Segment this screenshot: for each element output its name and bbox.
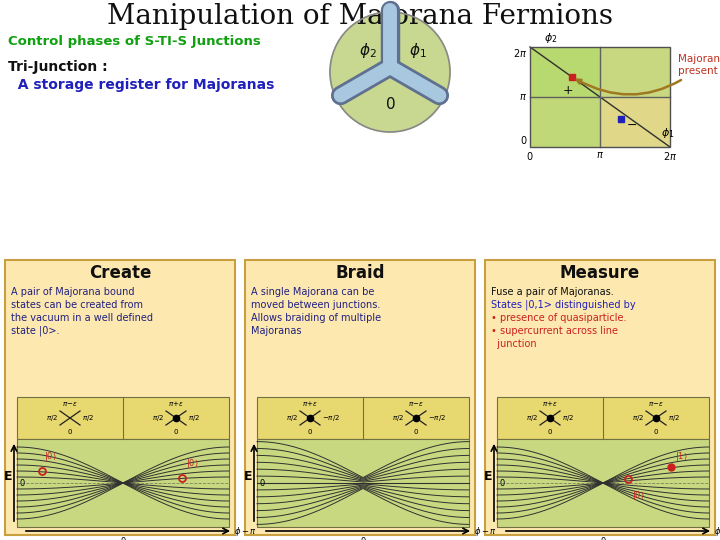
Bar <box>530 47 670 147</box>
Text: A single Majorana can be: A single Majorana can be <box>251 287 374 297</box>
Text: Braid: Braid <box>336 264 384 282</box>
Text: $|0\rangle$: $|0\rangle$ <box>186 457 199 470</box>
Text: $\phi_1$: $\phi_1$ <box>661 126 675 140</box>
Text: $\pi\!-\!\varepsilon$: $\pi\!-\!\varepsilon$ <box>648 400 664 408</box>
Bar <box>5 260 235 535</box>
Bar <box>17 439 229 527</box>
Bar <box>497 397 709 439</box>
Text: $\pi\!+\!\varepsilon$: $\pi\!+\!\varepsilon$ <box>302 399 318 408</box>
Text: Majorana
present: Majorana present <box>577 54 720 94</box>
Text: $0$: $0$ <box>547 427 553 436</box>
Text: Majoranas: Majoranas <box>251 326 302 336</box>
Text: Control phases of S-TI-S Junctions: Control phases of S-TI-S Junctions <box>8 36 261 49</box>
Text: 0: 0 <box>20 478 25 488</box>
Text: 0: 0 <box>260 478 265 488</box>
Circle shape <box>330 12 450 132</box>
Text: • supercurrent across line: • supercurrent across line <box>491 326 618 336</box>
Text: 0: 0 <box>500 478 505 488</box>
Bar <box>257 439 469 527</box>
Text: $0$: $0$ <box>413 427 419 436</box>
Text: $|0\rangle$: $|0\rangle$ <box>632 489 645 502</box>
Text: the vacuum in a well defined: the vacuum in a well defined <box>11 313 153 323</box>
Text: $\pi/2$: $\pi/2$ <box>526 413 538 423</box>
Bar <box>530 47 600 97</box>
Text: $\pi/2$: $\pi/2$ <box>668 413 680 423</box>
Text: $\pi/2$: $\pi/2$ <box>46 413 58 423</box>
Text: $-\pi/2$: $-\pi/2$ <box>428 413 446 423</box>
Text: States |0,1> distinguished by: States |0,1> distinguished by <box>491 300 636 310</box>
Text: Allows braiding of multiple: Allows braiding of multiple <box>251 313 381 323</box>
Text: $\phi-\pi$: $\phi-\pi$ <box>234 524 257 537</box>
Text: $\pi/2$: $\pi/2$ <box>562 413 574 423</box>
Text: $\pi/2$: $\pi/2$ <box>82 413 94 423</box>
Text: $\pi$: $\pi$ <box>519 92 527 102</box>
Text: E: E <box>484 470 492 483</box>
Text: $0$: $0$ <box>600 535 606 540</box>
Text: $\pi$: $\pi$ <box>596 150 604 160</box>
Text: $\pi/2$: $\pi/2$ <box>188 413 200 423</box>
Text: state |0>.: state |0>. <box>11 326 60 336</box>
Text: A storage register for Majoranas: A storage register for Majoranas <box>8 78 274 92</box>
Text: moved between junctions.: moved between junctions. <box>251 300 380 310</box>
Text: +: + <box>562 84 573 98</box>
Text: $|1\rangle$: $|1\rangle$ <box>675 450 688 463</box>
Text: $0$: $0$ <box>384 96 395 112</box>
Text: $\pi\!+\!\varepsilon$: $\pi\!+\!\varepsilon$ <box>168 399 184 408</box>
Text: $0$: $0$ <box>173 427 179 436</box>
Text: E: E <box>4 470 12 483</box>
Bar <box>530 97 600 147</box>
Text: $0$: $0$ <box>120 535 126 540</box>
Text: A pair of Majorana bound: A pair of Majorana bound <box>11 287 135 297</box>
Text: $0$: $0$ <box>520 134 527 146</box>
Text: $|0\rangle$: $|0\rangle$ <box>45 450 57 463</box>
Text: $0$: $0$ <box>307 427 313 436</box>
Text: −: − <box>627 118 637 132</box>
Text: Measure: Measure <box>560 264 640 282</box>
Text: $0$: $0$ <box>653 427 659 436</box>
Text: $\phi_2$: $\phi_2$ <box>359 40 377 59</box>
Bar <box>600 97 670 147</box>
Text: $\pi/2$: $\pi/2$ <box>632 413 644 423</box>
Text: $\phi_1$: $\phi_1$ <box>409 40 427 59</box>
Text: $0$: $0$ <box>360 535 366 540</box>
Text: $2\pi$: $2\pi$ <box>663 150 677 162</box>
Text: $\pi\!-\!\varepsilon$: $\pi\!-\!\varepsilon$ <box>408 400 424 408</box>
Bar <box>497 439 709 527</box>
Text: states can be created from: states can be created from <box>11 300 143 310</box>
Text: $\pi\!-\!\varepsilon$: $\pi\!-\!\varepsilon$ <box>62 400 78 408</box>
Text: Manipulation of Majorana Fermions: Manipulation of Majorana Fermions <box>107 3 613 30</box>
Text: $0$: $0$ <box>67 427 73 436</box>
Text: $\pi/2$: $\pi/2$ <box>392 413 404 423</box>
Text: $\pi\!+\!\varepsilon$: $\pi\!+\!\varepsilon$ <box>542 399 558 408</box>
Text: junction: junction <box>491 339 536 349</box>
Text: $\pi/2$: $\pi/2$ <box>152 413 164 423</box>
Text: Create: Create <box>89 264 151 282</box>
Text: Tri-Junction :: Tri-Junction : <box>8 60 107 74</box>
Text: E: E <box>243 470 252 483</box>
Text: $\phi_2$: $\phi_2$ <box>544 31 558 45</box>
Bar <box>17 397 229 439</box>
Text: Fuse a pair of Majoranas.: Fuse a pair of Majoranas. <box>491 287 613 297</box>
Text: $2\pi$: $2\pi$ <box>513 47 527 59</box>
Bar <box>257 397 469 439</box>
Bar <box>245 260 475 535</box>
Bar <box>485 260 715 535</box>
Text: • presence of quasiparticle.: • presence of quasiparticle. <box>491 313 626 323</box>
Bar <box>600 47 670 97</box>
Text: $\pi/2$: $\pi/2$ <box>286 413 298 423</box>
Text: $-\pi/2$: $-\pi/2$ <box>322 413 340 423</box>
Text: $\phi-\pi$: $\phi-\pi$ <box>474 524 497 537</box>
Text: $\phi-\pi$: $\phi-\pi$ <box>714 524 720 537</box>
Text: $0$: $0$ <box>526 150 534 162</box>
